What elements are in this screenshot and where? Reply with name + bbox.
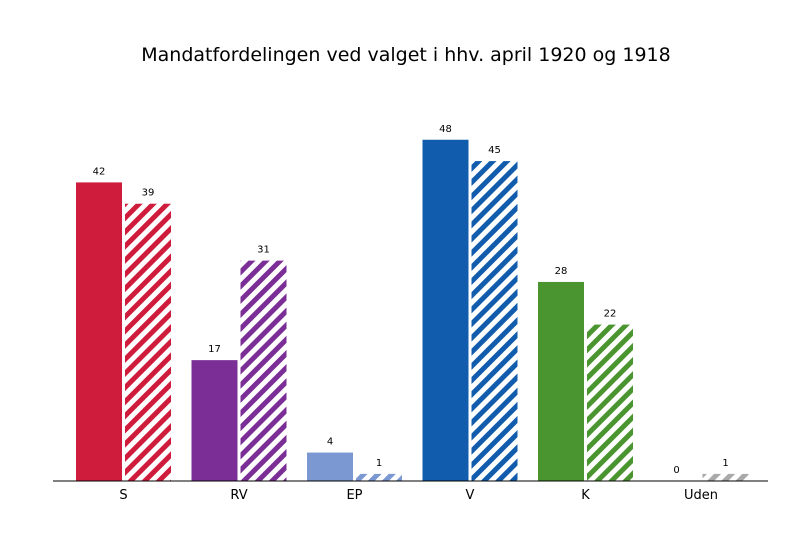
category-label-uden: Uden [684,488,718,503]
value-label-uden-series-1: 0 [673,465,679,476]
value-label-k-series-2: 22 [604,309,617,320]
category-label-s: S [119,488,127,503]
value-label-rv-series-1: 17 [208,344,221,355]
bar-v-series-2 [471,161,518,481]
bar-s-series-1 [76,182,122,481]
bar-ep-series-1 [307,452,353,481]
value-label-s-series-1: 42 [93,166,106,177]
chart-title: Mandatfordelingen ved valget i hhv. apri… [141,44,671,66]
value-label-uden-series-2: 1 [722,458,728,469]
value-label-v-series-1: 48 [439,124,452,135]
bar-k-series-1 [538,281,584,481]
value-label-k-series-1: 28 [555,266,568,277]
value-label-v-series-2: 45 [488,145,501,156]
bar-k-series-2 [587,324,633,481]
value-label-ep-series-1: 4 [327,437,333,448]
value-label-ep-series-2: 1 [376,458,382,469]
bar-rv-series-2 [240,260,287,481]
bar-uden-series-2 [702,473,749,481]
bar-v-series-1 [422,139,469,481]
bar-rv-series-1 [191,360,238,481]
value-label-rv-series-2: 31 [257,245,270,256]
category-labels-layer: S RV EP V K Uden [119,488,718,503]
bar-ep-series-2 [356,473,402,481]
category-label-k: K [581,488,590,503]
category-label-rv: RV [230,488,247,503]
bars-layer [76,139,749,481]
category-label-v: V [466,488,475,503]
category-label-ep: EP [346,488,362,503]
bar-s-series-2 [125,203,171,481]
value-label-s-series-2: 39 [142,188,155,199]
value-labels-layer: 42 39 17 31 4 1 48 45 28 22 0 1 [93,124,729,476]
